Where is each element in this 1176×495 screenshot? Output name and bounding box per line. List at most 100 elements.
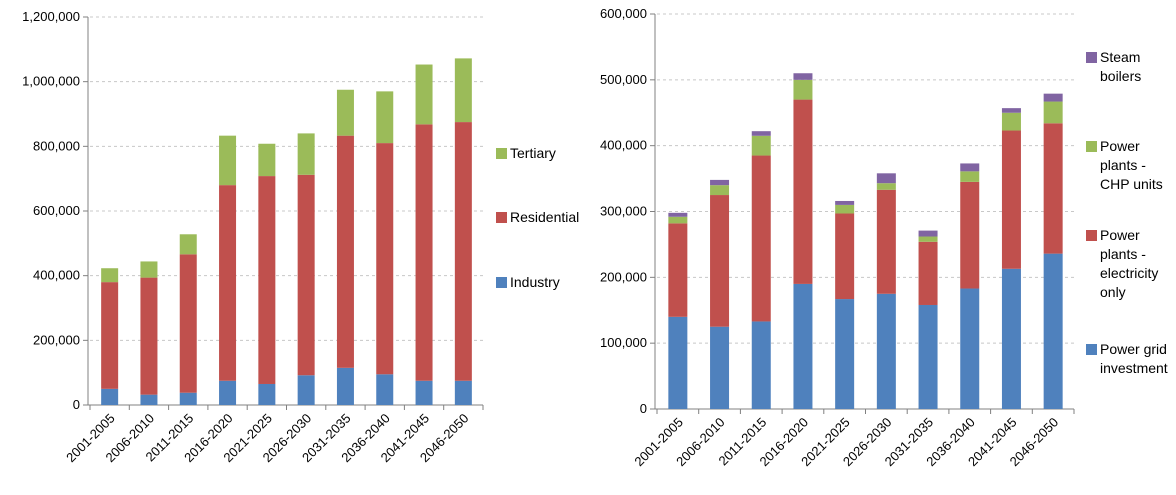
bar-segment-power-plants-electricity-only	[1001, 130, 1021, 269]
bar-segment-tertiary	[219, 135, 237, 186]
bar-segment-industry	[258, 383, 276, 405]
bar-segment-power-plants-chp-units	[876, 183, 896, 190]
legend-label: Power grid	[1100, 341, 1167, 357]
bar-segment-residential	[179, 254, 197, 393]
bar-segment-industry	[219, 380, 237, 405]
legend-item-industry: Industry	[496, 274, 560, 290]
bar-segment-steam-boilers	[1001, 108, 1021, 113]
bar-segment-tertiary	[336, 89, 354, 136]
legend-item-power-grid-investment: Power grid investment	[1086, 341, 1168, 376]
bar-segment-power-plants-electricity-only	[668, 223, 688, 317]
bar-segment-power-plants-electricity-only	[710, 195, 730, 327]
bar-segment-residential	[415, 124, 433, 381]
bar-segment-steam-boilers	[668, 212, 688, 217]
bar-segment-tertiary	[140, 261, 158, 278]
bar-segment-industry	[297, 375, 315, 405]
legend-label: boilers	[1100, 68, 1141, 84]
y-tick-label: 800,000	[33, 138, 80, 153]
legend-label: plants -	[1100, 157, 1146, 173]
bar-segment-steam-boilers	[876, 173, 896, 184]
bar-segment-industry	[376, 374, 394, 405]
bar-segment-power-plants-chp-units	[918, 236, 938, 242]
legend-label: investment	[1100, 360, 1168, 376]
bar-segment-residential	[101, 282, 119, 389]
bar-segment-residential	[297, 174, 315, 376]
legend-item-residential: Residential	[496, 209, 579, 225]
bar-segment-residential	[336, 135, 354, 368]
y-tick-label: 0	[73, 397, 80, 412]
bar-segment-power-plants-chp-units	[793, 79, 813, 100]
y-tick-label: 600,000	[33, 203, 80, 218]
bar-segment-tertiary	[258, 143, 276, 177]
bar-segment-tertiary	[101, 268, 119, 283]
legend-label: electricity	[1100, 265, 1158, 281]
bar-segment-power-plants-electricity-only	[835, 213, 855, 300]
bar-segment-power-plants-electricity-only	[751, 155, 771, 322]
y-tick-label: 400,000	[600, 138, 647, 153]
bar-segment-industry	[101, 388, 119, 405]
y-tick-label: 300,000	[600, 204, 647, 219]
y-tick-label: 200,000	[33, 332, 80, 347]
y-tick-label: 400,000	[33, 268, 80, 283]
legend-swatch	[1086, 230, 1097, 241]
bar-segment-steam-boilers	[960, 163, 980, 172]
y-tick-label: 1,000,000	[22, 74, 80, 89]
bar-segment-power-grid-investment	[960, 288, 980, 409]
bar-segment-industry	[454, 380, 472, 405]
legend-swatch	[1086, 141, 1097, 152]
bar-segment-power-grid-investment	[668, 316, 688, 409]
bar-segment-industry	[179, 392, 197, 405]
y-tick-label: 200,000	[600, 269, 647, 284]
bar-segment-residential	[219, 185, 237, 381]
legend-label: Steam	[1100, 49, 1140, 65]
bar-segment-power-plants-chp-units	[668, 216, 688, 224]
bar-segment-residential	[376, 143, 394, 375]
legend-item-power-plants-chp-units: Power plants - CHP units	[1086, 138, 1163, 192]
bar-segment-residential	[258, 176, 276, 384]
bar-segment-industry	[415, 380, 433, 405]
legend-label: Residential	[510, 209, 579, 225]
legend-swatch	[1086, 344, 1097, 355]
legend-item-steam-boilers: Steam boilers	[1086, 49, 1141, 84]
bar-segment-power-plants-electricity-only	[876, 189, 896, 294]
bar-segment-power-grid-investment	[710, 326, 730, 409]
chart-power-investment: 0 100,000 200,000 300,000 400,000 500,000 600,…	[600, 6, 1168, 469]
bar-segment-power-grid-investment	[1043, 253, 1063, 409]
legend-label: Power	[1100, 138, 1140, 154]
bar-segment-steam-boilers	[793, 73, 813, 80]
bar-segment-power-plants-electricity-only	[1043, 123, 1063, 254]
bar-segment-power-grid-investment	[751, 321, 771, 409]
bar-segment-power-plants-electricity-only	[960, 181, 980, 289]
bar-segment-power-grid-investment	[1001, 268, 1021, 409]
y-tick-label: 100,000	[600, 335, 647, 350]
bar-segment-power-plants-chp-units	[710, 185, 730, 196]
bar-segment-power-plants-chp-units	[751, 135, 771, 156]
bar-segment-power-grid-investment	[835, 299, 855, 409]
legend-label: Power	[1100, 227, 1140, 243]
legend-swatch	[496, 212, 507, 223]
legend-label: plants -	[1100, 246, 1146, 262]
y-tick-label: 0	[640, 401, 647, 416]
bar-segment-residential	[140, 277, 158, 395]
bar-segment-tertiary	[454, 58, 472, 123]
bar-segment-tertiary	[376, 91, 394, 144]
legend-swatch	[496, 277, 507, 288]
bar-segment-steam-boilers	[751, 131, 771, 136]
bar-segment-power-plants-chp-units	[960, 171, 980, 182]
bar-segment-power-plants-electricity-only	[918, 241, 938, 305]
bar-segment-power-plants-electricity-only	[793, 99, 813, 284]
bar-segment-power-plants-chp-units	[1001, 112, 1021, 131]
bar-segment-industry	[336, 367, 354, 405]
legend-label: CHP units	[1100, 176, 1163, 192]
bar-segment-tertiary	[415, 64, 433, 125]
chart-heat-demand-investment: 0 200,000 400,000 600,000 800,000 1,000,000 1,…	[22, 9, 579, 465]
bar-segment-power-grid-investment	[918, 304, 938, 409]
bar-segment-power-grid-investment	[793, 283, 813, 409]
legend-label: Tertiary	[510, 145, 556, 161]
y-tick-label: 1,200,000	[22, 9, 80, 24]
bar-segment-power-plants-chp-units	[1043, 101, 1063, 124]
legend-label: only	[1100, 284, 1126, 300]
legend-label: Industry	[510, 274, 560, 290]
legend-item-tertiary: Tertiary	[496, 145, 556, 161]
